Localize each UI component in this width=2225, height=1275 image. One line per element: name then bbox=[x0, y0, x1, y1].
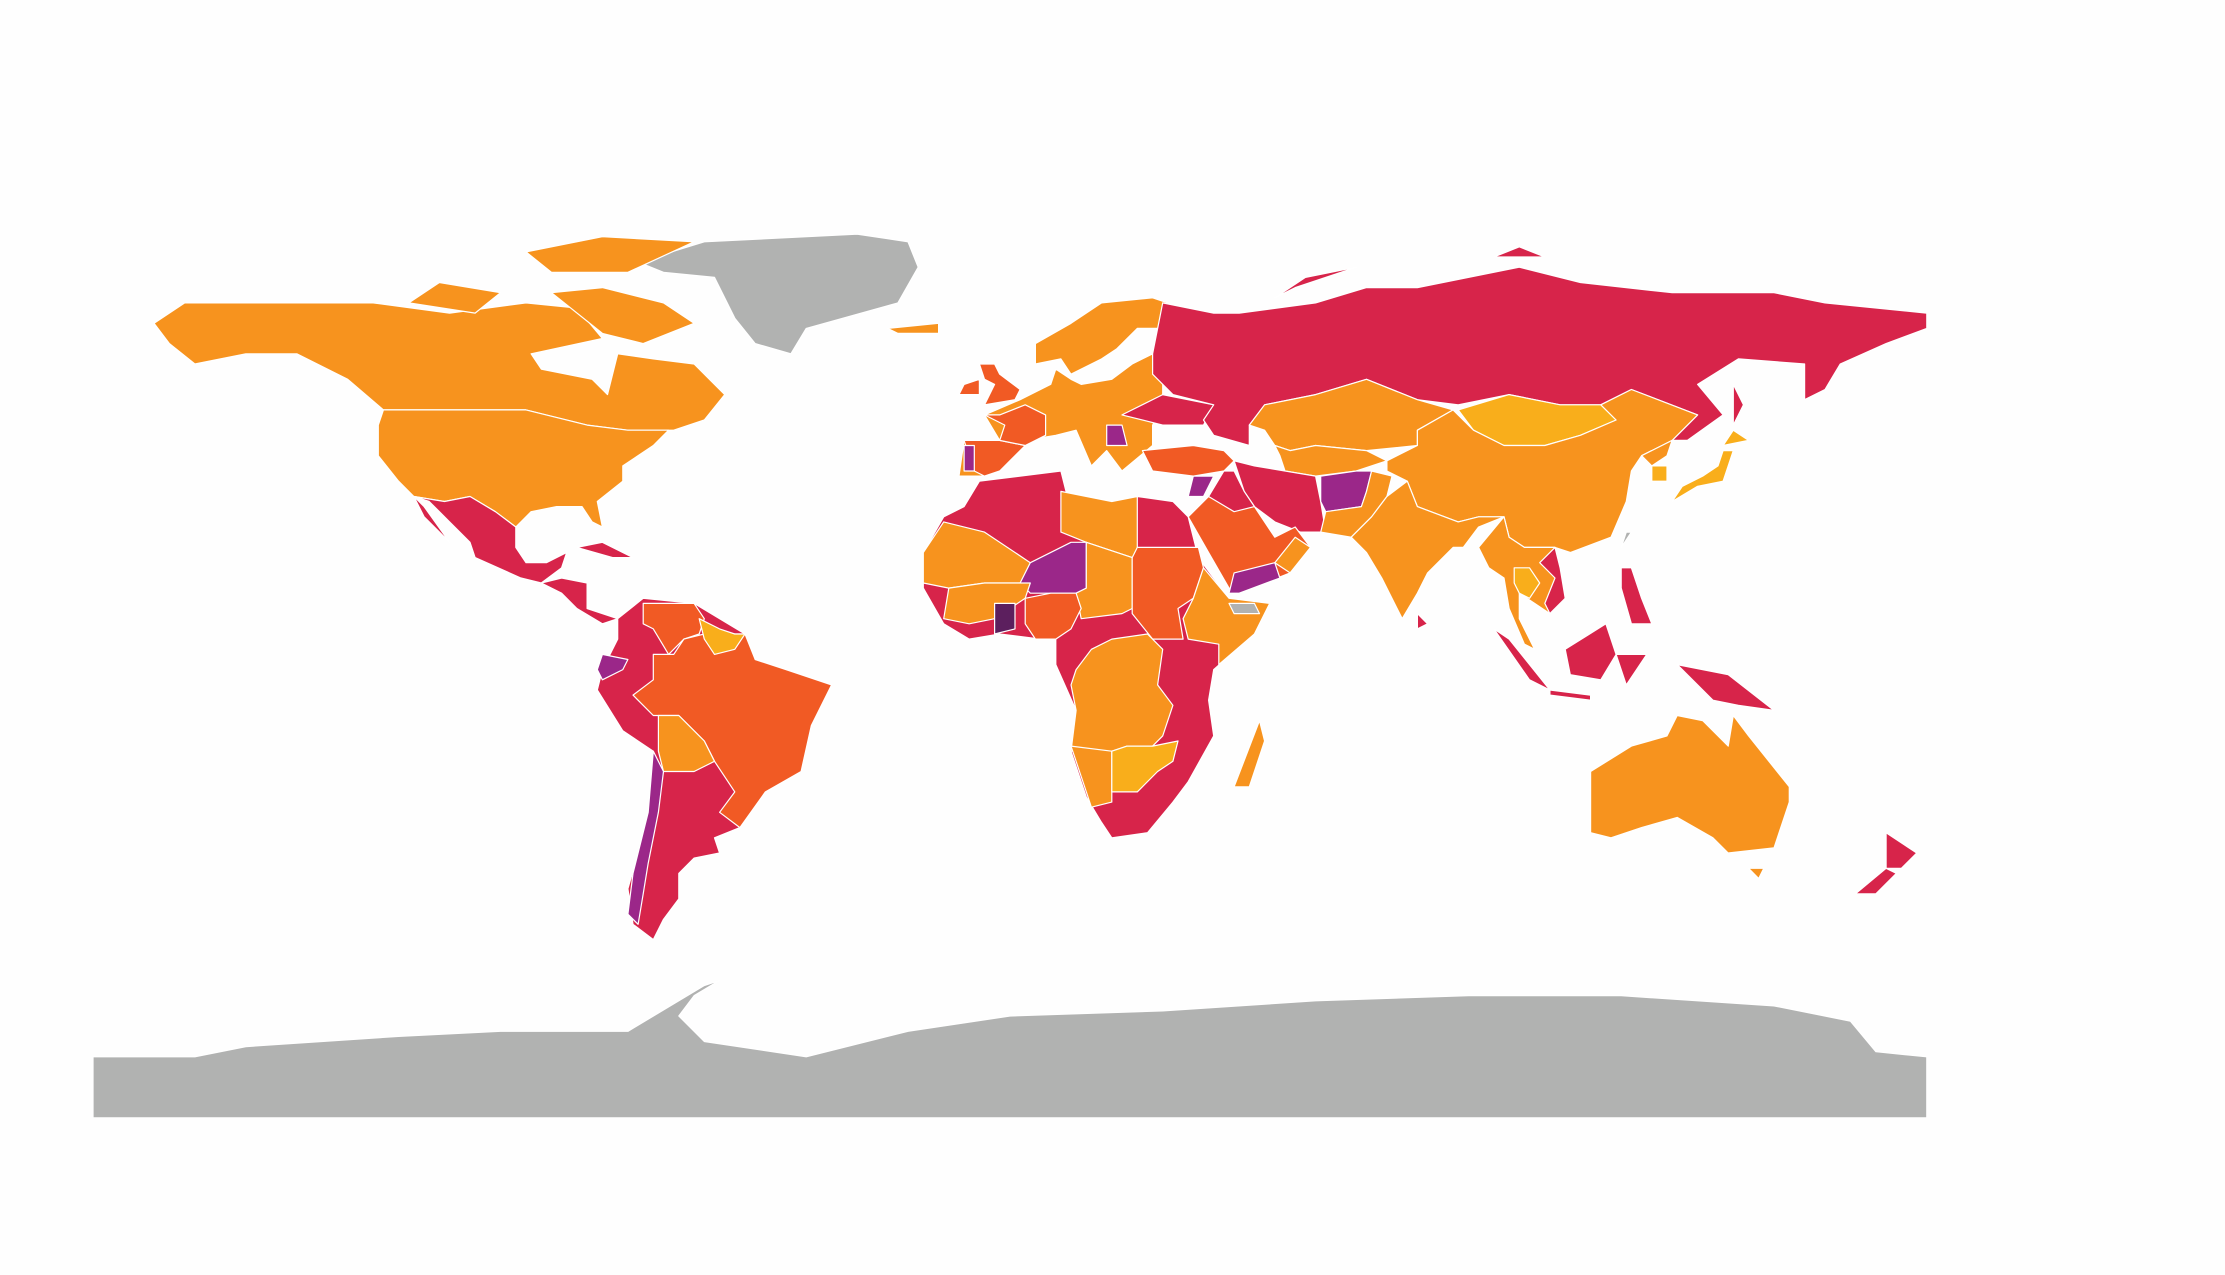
region-central-america bbox=[540, 577, 619, 625]
region-serbia bbox=[1106, 424, 1128, 447]
region-iraq bbox=[1208, 470, 1255, 513]
region-hokkaido bbox=[1722, 429, 1750, 447]
region-south-korea bbox=[1651, 465, 1668, 482]
region-somaliland bbox=[1228, 602, 1261, 615]
region-new-zealand-south bbox=[1854, 867, 1897, 895]
region-portugal bbox=[963, 444, 975, 472]
region-ireland bbox=[958, 378, 980, 396]
region-bolivia bbox=[657, 714, 716, 773]
region-brazil bbox=[632, 633, 833, 829]
region-vietnam bbox=[1539, 546, 1566, 615]
region-severnaya-zemlya bbox=[1493, 246, 1546, 258]
region-baffin-island bbox=[550, 287, 695, 345]
region-cuba bbox=[576, 541, 634, 559]
region-guianas bbox=[698, 618, 746, 655]
map-regions bbox=[92, 233, 1928, 1119]
region-baja-california bbox=[413, 495, 451, 543]
region-central-asia bbox=[1274, 444, 1388, 477]
region-great-britain bbox=[978, 363, 1021, 406]
region-tasmania bbox=[1748, 867, 1765, 880]
region-greenland bbox=[637, 233, 919, 355]
region-usa bbox=[377, 409, 670, 528]
region-oman bbox=[1274, 536, 1312, 574]
region-levant bbox=[1187, 475, 1215, 498]
region-taiwan bbox=[1620, 531, 1632, 548]
region-yemen bbox=[1228, 562, 1281, 594]
region-sri-lanka bbox=[1416, 613, 1429, 630]
region-canada bbox=[153, 302, 726, 431]
region-thailand bbox=[1513, 567, 1541, 599]
region-sudan bbox=[1131, 546, 1205, 640]
region-philippines bbox=[1620, 567, 1653, 625]
region-ellesmere-island bbox=[525, 236, 695, 273]
region-mexico bbox=[413, 495, 568, 584]
region-north-korea bbox=[1641, 439, 1673, 467]
region-new-guinea bbox=[1676, 664, 1775, 711]
region-novaya-zemlya bbox=[1274, 266, 1357, 299]
region-france bbox=[983, 404, 1047, 447]
region-nigeria bbox=[1024, 592, 1082, 640]
region-russia bbox=[1152, 266, 1928, 447]
region-india bbox=[1350, 480, 1505, 620]
region-australia bbox=[1590, 714, 1790, 854]
region-madagascar bbox=[1233, 720, 1266, 788]
region-borneo bbox=[1564, 623, 1617, 681]
region-ecuador bbox=[596, 653, 629, 681]
region-botswana-zimbabwe bbox=[1111, 740, 1179, 793]
region-antarctica bbox=[92, 979, 1928, 1119]
region-chile bbox=[627, 750, 665, 925]
region-java bbox=[1549, 689, 1592, 701]
region-japan bbox=[1671, 450, 1734, 503]
region-sulawesi bbox=[1615, 653, 1648, 686]
region-victoria-island bbox=[408, 281, 502, 314]
region-new-zealand-north bbox=[1885, 832, 1918, 869]
region-namibia bbox=[1070, 745, 1113, 808]
region-sakhalin bbox=[1732, 383, 1745, 426]
region-iceland bbox=[887, 322, 940, 334]
region-horn-of-africa bbox=[1182, 567, 1271, 666]
region-ghana bbox=[994, 602, 1016, 635]
region-turkey bbox=[1141, 444, 1235, 477]
